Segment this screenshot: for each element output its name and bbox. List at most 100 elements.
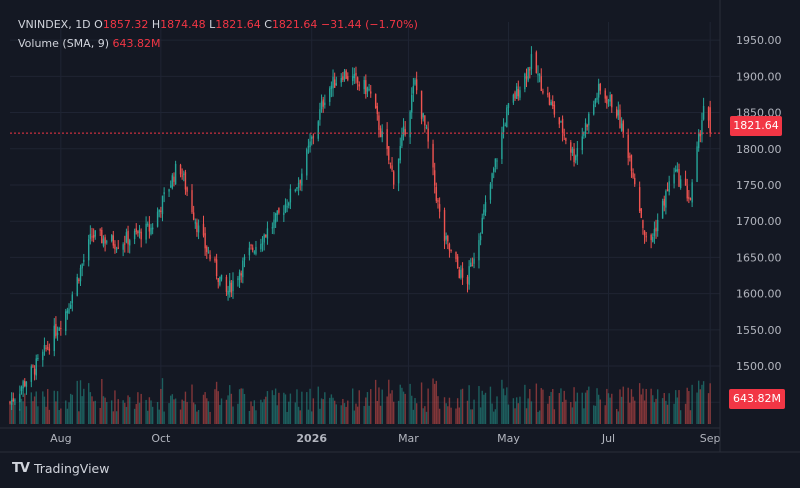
volume-bar [66,408,69,424]
candle-body [237,278,239,280]
volume-bar [676,397,679,424]
volume-bar [529,389,531,424]
x-tick-label: Aug [50,432,71,445]
volume-bar [324,392,326,424]
volume-bar [471,409,474,424]
volume-bar [542,389,544,424]
candle-body [25,381,28,387]
volume-bar [456,398,459,424]
volume-bar [547,403,549,424]
volume-bar [329,397,331,424]
candle-body [284,204,287,213]
volume-bar [355,403,357,424]
candle-body [529,69,531,71]
candle-body [243,256,246,261]
volume-bar [666,404,669,424]
y-tick-label: 1550.00 [736,324,782,337]
candle-body [274,213,277,223]
volume-bar [458,407,460,424]
volume-bar [194,404,196,424]
volume-bar [707,393,710,424]
volume-bar [504,395,506,424]
volume-bar [19,409,21,424]
candle-body [32,365,34,367]
volume-bar [632,396,634,424]
volume-bar [616,409,618,424]
candle-body [278,208,280,213]
candle-body [150,227,152,235]
volume-tag: 643.82M [729,389,785,409]
symbol-label[interactable]: VNINDEX [18,18,69,31]
candle-body [43,345,46,350]
candle-body [317,121,319,139]
volume-bar [53,390,55,424]
volume-bar [386,396,388,424]
candle-body [69,304,72,309]
volume-bar [301,391,303,424]
volume-bar [479,407,482,424]
candle-body [320,101,323,110]
candle-body [502,126,505,133]
volume-bar [101,378,103,424]
volume-bar [552,389,554,424]
candle-body [88,239,90,261]
volume-bar [656,389,659,424]
volume-bar [343,403,346,424]
candle-body [553,104,556,115]
volume-bar [502,388,505,424]
candle-body [240,273,242,276]
volume-bar [283,392,285,424]
volume-bar [422,408,424,424]
volume-label[interactable]: Volume (SMA, 9) [18,37,109,50]
candle-body [456,256,459,268]
volume-bar [122,400,124,424]
volume-bar [630,389,633,424]
candle-body [696,146,698,182]
volume-bar [548,395,551,424]
volume-bar [424,406,426,424]
candle-body [517,89,520,97]
tradingview-branding[interactable]: TV TradingView [12,461,109,476]
volume-bar [650,388,652,424]
candle-body [289,188,292,203]
volume-bar [183,400,185,424]
volume-bar [565,399,567,424]
volume-bar [240,388,242,424]
volume-bar [55,401,57,424]
volume-bar [550,391,552,424]
candle-body [433,170,436,186]
candle-body [391,165,393,170]
candle-body [599,83,601,91]
candle-body [558,117,561,125]
candle-body [160,210,162,212]
candle-body [169,185,172,187]
candle-body [701,120,703,135]
volume-bar [594,405,597,424]
candle-body [491,173,493,182]
candle-body [571,148,574,154]
tradingview-logo-icon: TV [12,461,30,476]
candle-body [148,224,151,232]
candle-body [611,94,613,108]
candle-body [494,158,497,167]
volume-bar [588,386,590,424]
volume-bar [14,400,16,424]
candle-body [42,351,44,361]
volume-bar [581,392,583,424]
candle-body [425,127,428,129]
y-tick-label: 1500.00 [736,360,782,373]
candle-body [248,247,251,256]
volume-bar [473,399,475,424]
candle-body [707,107,710,121]
candle-body [30,366,33,382]
candle-body [296,187,298,190]
candle-body [184,172,187,190]
volume-bar [411,395,413,424]
candle-body [340,77,342,83]
volume-bar [78,411,80,424]
interval-label: 1D [75,18,91,31]
candle-body [374,93,377,108]
candle-body [468,266,470,285]
